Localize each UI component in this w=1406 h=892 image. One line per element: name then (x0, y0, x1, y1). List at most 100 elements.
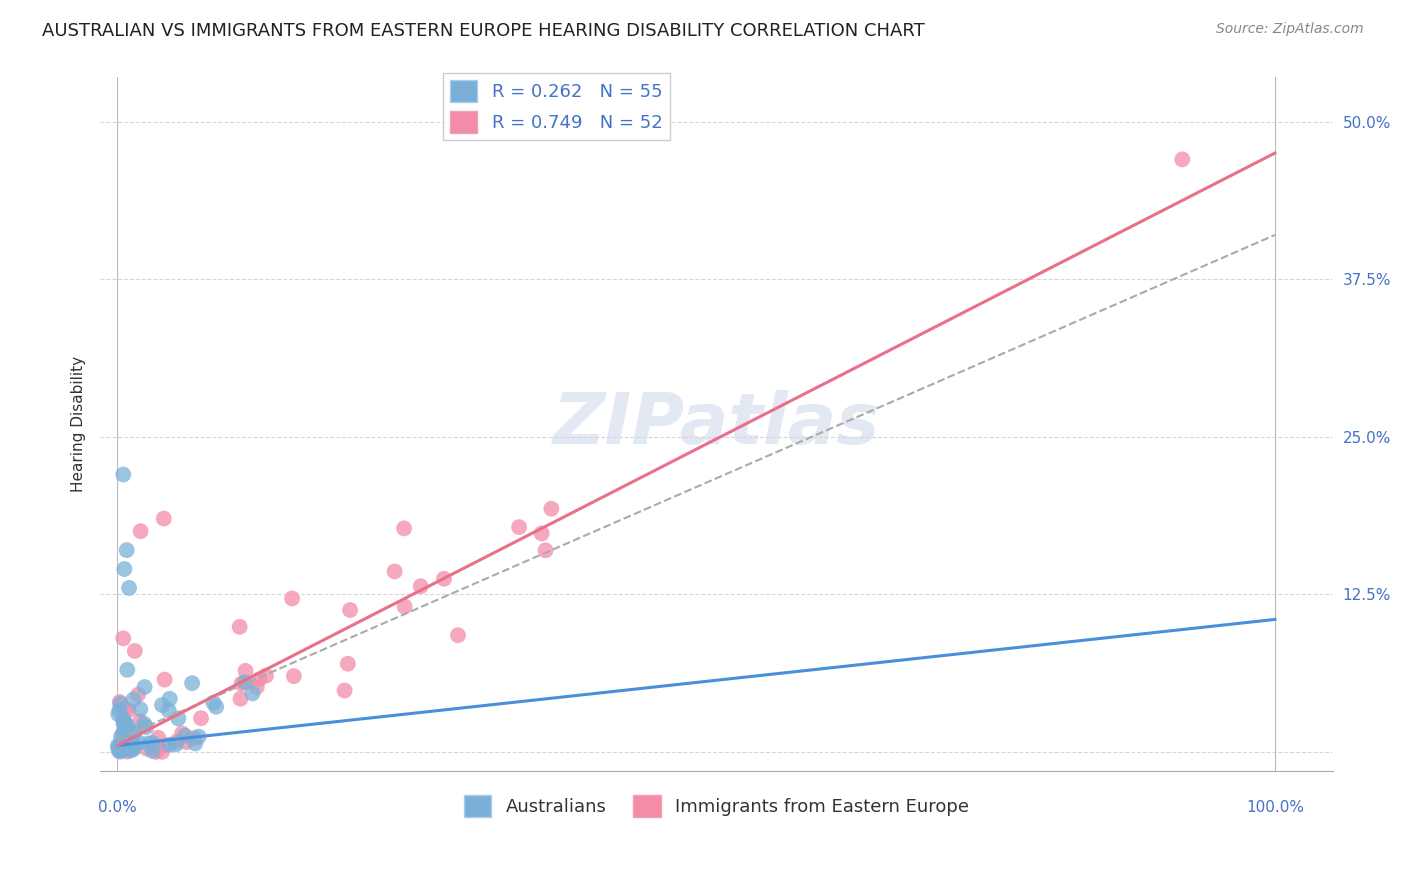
Point (174, 729, 197, 743)
Point (107, 740, 129, 755)
Point (122, 727, 145, 741)
Point (111, 739, 134, 753)
Legend: Australians, Immigrants from Eastern Europe: Australians, Immigrants from Eastern Eur… (457, 788, 976, 824)
Text: Source: ZipAtlas.com: Source: ZipAtlas.com (1216, 22, 1364, 37)
Point (112, 714, 135, 728)
Point (150, 698, 173, 712)
Point (108, 695, 131, 709)
Point (112, 735, 135, 749)
Point (1171, 153, 1194, 167)
Point (114, 722, 136, 736)
Point (336, 657, 359, 671)
Point (157, 703, 180, 717)
Point (247, 672, 270, 686)
Point (190, 711, 212, 725)
Text: AUSTRALIAN VS IMMIGRANTS FROM EASTERN EUROPE HEARING DISABILITY CORRELATION CHAR: AUSTRALIAN VS IMMIGRANTS FROM EASTERN EU… (42, 22, 925, 40)
Point (107, 743, 129, 757)
Point (530, 526, 553, 541)
Point (121, 738, 143, 752)
Point (392, 521, 415, 535)
Point (433, 572, 456, 586)
Point (110, 743, 132, 757)
Point (170, 726, 193, 740)
Text: ZIPatlas: ZIPatlas (553, 390, 880, 458)
Point (112, 632, 135, 646)
Point (115, 543, 138, 558)
Point (228, 620, 250, 634)
Point (205, 699, 228, 714)
Point (127, 688, 149, 702)
Point (108, 745, 131, 759)
Point (129, 714, 152, 728)
Point (159, 691, 181, 706)
Point (114, 716, 136, 731)
Point (254, 669, 277, 683)
Point (118, 581, 141, 595)
Point (155, 739, 177, 753)
Point (107, 707, 129, 722)
Point (110, 743, 132, 757)
Point (117, 703, 139, 717)
Point (142, 736, 165, 750)
Point (409, 579, 432, 593)
Point (157, 738, 180, 752)
Point (117, 663, 139, 677)
Point (114, 562, 136, 576)
Point (114, 742, 136, 756)
Point (242, 686, 264, 700)
Point (229, 691, 252, 706)
Point (117, 720, 139, 734)
Point (184, 736, 207, 750)
Point (281, 591, 304, 606)
Point (181, 676, 204, 690)
Point (333, 683, 356, 698)
Point (112, 725, 135, 739)
Point (384, 565, 406, 579)
Point (122, 692, 145, 706)
Point (124, 644, 146, 658)
Point (394, 599, 416, 614)
Point (128, 735, 150, 749)
Point (202, 696, 225, 710)
Text: 0.0%: 0.0% (98, 800, 136, 814)
Y-axis label: Hearing Disability: Hearing Disability (72, 356, 86, 492)
Point (153, 673, 176, 687)
Point (183, 731, 205, 746)
Point (148, 731, 170, 745)
Point (152, 511, 174, 525)
Point (110, 742, 132, 756)
Point (176, 735, 198, 749)
Point (534, 543, 557, 558)
Point (508, 520, 530, 534)
Point (129, 702, 152, 716)
Point (112, 467, 135, 482)
Point (233, 675, 256, 690)
Point (246, 680, 269, 694)
Point (112, 713, 135, 727)
Point (283, 669, 305, 683)
Point (122, 726, 145, 740)
Point (145, 745, 167, 759)
Point (112, 716, 135, 731)
Point (138, 736, 160, 750)
Point (150, 745, 173, 759)
Point (135, 720, 157, 734)
Point (114, 702, 136, 716)
Point (447, 628, 470, 642)
Point (129, 524, 152, 539)
Point (110, 730, 132, 744)
Point (135, 741, 157, 756)
Point (231, 676, 253, 690)
Point (122, 742, 145, 756)
Point (134, 717, 156, 731)
Point (117, 745, 139, 759)
Point (339, 603, 361, 617)
Point (167, 711, 190, 725)
Point (118, 736, 141, 750)
Point (111, 727, 134, 741)
Point (122, 740, 145, 755)
Point (235, 664, 257, 678)
Point (120, 743, 142, 757)
Point (166, 734, 188, 748)
Point (540, 501, 562, 516)
